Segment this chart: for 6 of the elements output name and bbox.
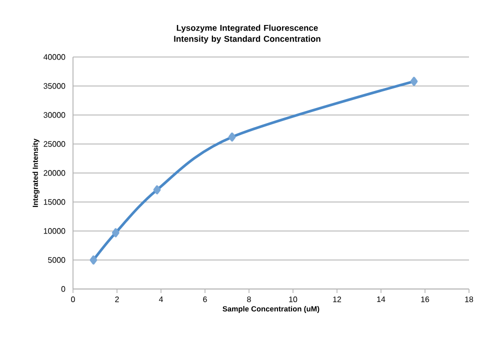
point: [90, 256, 98, 264]
point: [153, 185, 161, 194]
point: [410, 76, 418, 86]
point: [112, 228, 120, 238]
chart-title: Lysozyme Integrated Fluorescence Intensity by Standard Concentration: [174, 24, 320, 44]
point: [228, 132, 236, 142]
